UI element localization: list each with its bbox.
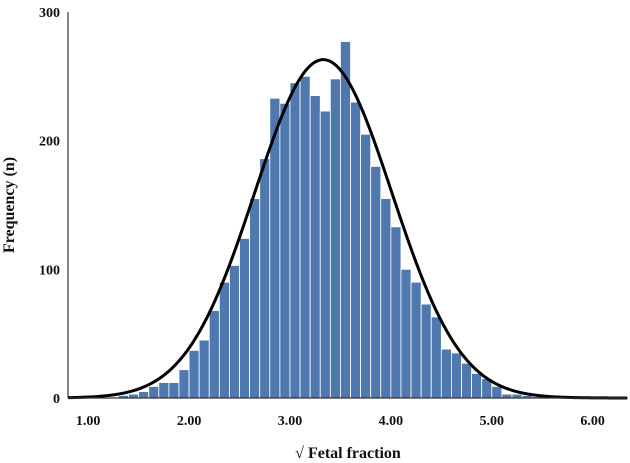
histogram-bar — [400, 268, 412, 399]
histogram-bars — [118, 41, 543, 399]
histogram-bar — [319, 110, 331, 399]
histogram-bar — [168, 382, 180, 399]
y-tick-label: 300 — [39, 6, 60, 21]
histogram-bar — [350, 101, 362, 399]
histogram-bar — [329, 78, 341, 399]
x-axis-title: √ Fetal fraction — [295, 445, 401, 462]
x-tick-label: 3.00 — [278, 414, 303, 429]
histogram-bar — [249, 198, 261, 399]
histogram-bar — [289, 82, 301, 399]
histogram-bar — [491, 386, 503, 399]
histogram-bar — [208, 310, 220, 399]
x-axis-ticks: 1.00 2.00 3.00 4.00 5.00 6.00 — [76, 414, 605, 429]
histogram-bar — [148, 386, 160, 399]
x-tick-label: 2.00 — [177, 414, 202, 429]
histogram-bar — [451, 352, 462, 399]
histogram-bar — [380, 198, 392, 399]
x-tick-label: 5.00 — [480, 414, 505, 429]
histogram-bar — [239, 238, 251, 399]
histogram-bar — [370, 165, 382, 399]
y-tick-label: 100 — [39, 263, 60, 278]
histogram-bar — [138, 391, 150, 399]
histogram-bar — [218, 281, 230, 399]
histogram-bar — [471, 373, 483, 399]
histogram-bar — [360, 133, 372, 399]
histogram-bar — [410, 281, 422, 399]
histogram-bar — [259, 158, 271, 399]
histogram-bar — [309, 95, 321, 399]
histogram-bar — [440, 348, 452, 399]
histogram-bar — [229, 265, 240, 399]
histogram-bar — [188, 349, 200, 399]
histogram-bar — [279, 102, 291, 399]
histogram-bar — [430, 316, 442, 399]
histogram-bar — [178, 369, 190, 399]
histogram-bar — [198, 339, 210, 399]
x-tick-label: 1.00 — [76, 414, 101, 429]
x-tick-label: 4.00 — [379, 414, 404, 429]
histogram-bar — [461, 362, 473, 399]
histogram-bar — [158, 382, 170, 399]
y-tick-label: 200 — [39, 135, 60, 150]
y-axis-ticks: 0 100 200 300 — [39, 6, 60, 407]
histogram-bar — [420, 303, 432, 399]
normal-distribution-curve — [67, 58, 627, 400]
histogram-bar — [299, 75, 311, 399]
histogram-bar — [390, 226, 402, 399]
y-axis-title: Frequency (n) — [1, 157, 18, 253]
y-tick-label: 0 — [53, 392, 60, 407]
x-tick-label: 6.00 — [580, 414, 605, 429]
histogram-bar — [340, 41, 351, 399]
